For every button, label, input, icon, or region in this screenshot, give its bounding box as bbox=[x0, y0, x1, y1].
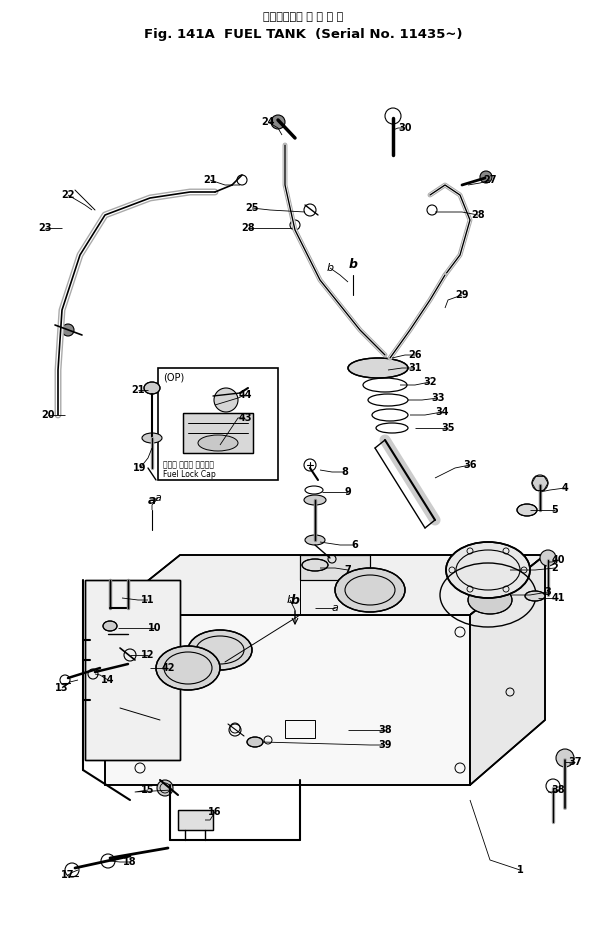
Text: 13: 13 bbox=[55, 683, 69, 693]
Bar bbox=[183, 413, 253, 453]
Text: フェルタンク 適 用 号 機: フェルタンク 適 用 号 機 bbox=[263, 12, 343, 22]
Text: 39: 39 bbox=[378, 740, 392, 750]
Text: 1: 1 bbox=[517, 865, 523, 875]
Text: 5: 5 bbox=[552, 505, 558, 515]
Circle shape bbox=[532, 475, 548, 491]
Text: 22: 22 bbox=[61, 190, 75, 200]
Text: 18: 18 bbox=[123, 857, 137, 867]
Text: 12: 12 bbox=[141, 650, 155, 660]
Circle shape bbox=[62, 324, 74, 336]
Text: 35: 35 bbox=[441, 423, 455, 433]
Text: 26: 26 bbox=[409, 350, 422, 360]
Ellipse shape bbox=[144, 382, 160, 394]
Text: 6: 6 bbox=[351, 540, 358, 550]
Polygon shape bbox=[300, 555, 370, 580]
Text: a: a bbox=[331, 603, 339, 613]
Text: 3: 3 bbox=[544, 587, 551, 597]
Ellipse shape bbox=[517, 504, 537, 516]
Text: (OP): (OP) bbox=[163, 373, 185, 383]
Text: a: a bbox=[155, 493, 161, 503]
Text: 20: 20 bbox=[41, 410, 55, 420]
Text: フェル ロック キャップ: フェル ロック キャップ bbox=[163, 460, 214, 469]
Text: 30: 30 bbox=[398, 123, 412, 133]
Text: 34: 34 bbox=[435, 407, 449, 417]
Ellipse shape bbox=[188, 630, 252, 670]
Text: 29: 29 bbox=[455, 290, 469, 300]
Text: b: b bbox=[287, 595, 294, 605]
Text: 28: 28 bbox=[241, 223, 255, 233]
Bar bbox=[183, 413, 253, 453]
Ellipse shape bbox=[304, 495, 326, 505]
Text: 24: 24 bbox=[261, 117, 275, 127]
Circle shape bbox=[480, 171, 492, 183]
Ellipse shape bbox=[468, 586, 512, 614]
Text: 16: 16 bbox=[208, 807, 222, 817]
Text: a: a bbox=[148, 493, 156, 506]
Text: 9: 9 bbox=[345, 487, 351, 497]
Text: 28: 28 bbox=[471, 210, 485, 220]
Text: 38: 38 bbox=[378, 725, 392, 735]
Ellipse shape bbox=[198, 435, 238, 451]
Ellipse shape bbox=[156, 646, 220, 690]
Polygon shape bbox=[105, 615, 470, 785]
Bar bbox=[178, 810, 213, 830]
Ellipse shape bbox=[525, 591, 545, 601]
Text: 4: 4 bbox=[561, 483, 568, 493]
Text: 37: 37 bbox=[568, 757, 582, 767]
Ellipse shape bbox=[446, 542, 530, 598]
Circle shape bbox=[157, 780, 173, 796]
Ellipse shape bbox=[103, 621, 117, 631]
Text: b: b bbox=[327, 263, 334, 273]
Text: 7: 7 bbox=[345, 565, 351, 575]
Text: 10: 10 bbox=[148, 623, 161, 633]
Text: 36: 36 bbox=[463, 460, 476, 470]
Bar bbox=[158, 368, 278, 480]
Bar bbox=[285, 720, 315, 738]
Circle shape bbox=[556, 749, 574, 767]
Text: 21: 21 bbox=[131, 385, 144, 395]
Ellipse shape bbox=[335, 568, 405, 612]
Text: 2: 2 bbox=[552, 563, 558, 573]
Text: 8: 8 bbox=[342, 467, 348, 477]
Text: 42: 42 bbox=[161, 663, 175, 673]
Text: 33: 33 bbox=[431, 393, 445, 403]
Text: 38: 38 bbox=[551, 785, 565, 795]
Text: 44: 44 bbox=[239, 390, 252, 400]
Text: b: b bbox=[291, 594, 299, 606]
Bar bbox=[85, 580, 180, 760]
Text: 23: 23 bbox=[38, 223, 52, 233]
Bar bbox=[85, 580, 180, 760]
Text: b: b bbox=[348, 258, 358, 272]
Text: 32: 32 bbox=[423, 377, 437, 387]
Circle shape bbox=[271, 115, 285, 129]
Text: 40: 40 bbox=[551, 555, 565, 565]
Text: 25: 25 bbox=[245, 203, 259, 213]
Text: 21: 21 bbox=[203, 175, 217, 185]
Text: 41: 41 bbox=[551, 593, 565, 603]
Polygon shape bbox=[470, 555, 545, 785]
Ellipse shape bbox=[305, 535, 325, 545]
Bar bbox=[178, 810, 213, 830]
Text: Fuel Lock Cap: Fuel Lock Cap bbox=[163, 470, 215, 479]
Ellipse shape bbox=[142, 433, 162, 443]
Polygon shape bbox=[105, 555, 545, 615]
Circle shape bbox=[214, 388, 238, 412]
Text: 43: 43 bbox=[239, 413, 252, 423]
Ellipse shape bbox=[302, 559, 328, 571]
Text: 31: 31 bbox=[409, 363, 422, 373]
Text: 27: 27 bbox=[483, 175, 497, 185]
Text: 11: 11 bbox=[141, 595, 155, 605]
Text: 15: 15 bbox=[141, 785, 155, 795]
Text: 19: 19 bbox=[134, 463, 147, 473]
Circle shape bbox=[540, 550, 556, 566]
Text: Fig. 141A  FUEL TANK  (Serial No. 11435~): Fig. 141A FUEL TANK (Serial No. 11435~) bbox=[144, 28, 463, 41]
Ellipse shape bbox=[348, 358, 408, 378]
Text: 17: 17 bbox=[61, 870, 75, 880]
Ellipse shape bbox=[247, 737, 263, 747]
Text: 14: 14 bbox=[101, 675, 115, 685]
